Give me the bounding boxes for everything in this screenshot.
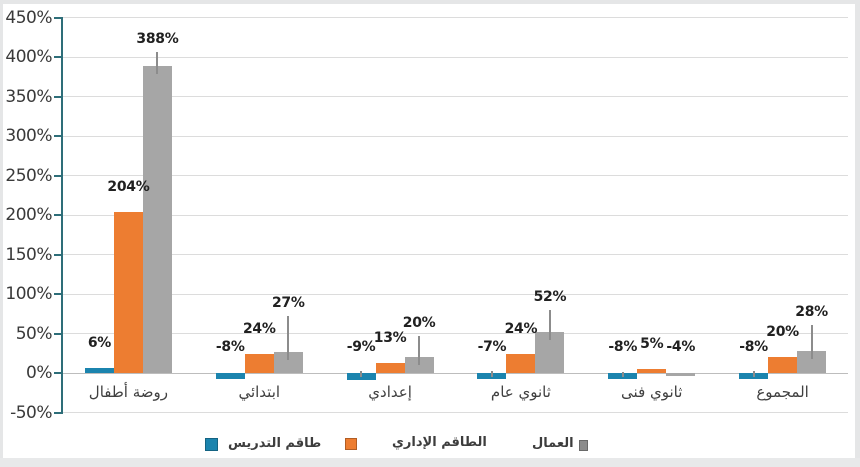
frame-edge-bottom	[0, 458, 860, 467]
error-bar	[490, 371, 493, 377]
bar-value-label: 5%	[640, 336, 664, 353]
y-gridline	[63, 96, 848, 97]
x-axis-category-label: ثانوي عام	[490, 383, 551, 401]
legend-item-label: العمال	[532, 436, 574, 451]
legend-swatch-2	[345, 438, 357, 450]
bar-1-1	[84, 368, 114, 373]
bar-value-label: 20%	[402, 314, 436, 331]
x-axis-category-label: ثانوي فنى	[621, 383, 683, 401]
x-axis-category-label: إعدادي	[368, 383, 412, 401]
x-axis-category-label: المجموع	[756, 383, 809, 401]
bar-3-1	[142, 66, 172, 373]
y-gridline	[63, 135, 848, 137]
y-axis-tick-label: 50%	[15, 323, 53, 344]
error-bar	[156, 52, 159, 75]
bar-3-5	[666, 373, 696, 377]
y-axis-tick	[54, 56, 63, 58]
bar-value-label: 52%	[533, 288, 567, 305]
y-axis-tick	[54, 16, 63, 19]
y-axis-tick	[54, 372, 63, 374]
y-axis-tick-label: 250%	[5, 165, 52, 186]
y-gridline	[63, 372, 848, 374]
bar-value-label: -4%	[666, 339, 696, 355]
frame-edge-top	[0, 0, 860, 4]
bar-value-label: -9%	[346, 339, 376, 355]
y-gridline	[63, 412, 848, 413]
error-bar	[418, 335, 421, 366]
error-bar	[360, 371, 363, 377]
y-axis-tick-label: -50%	[10, 402, 52, 423]
bar-value-label: 388%	[136, 31, 179, 48]
y-axis-tick	[54, 95, 63, 98]
y-axis-tick-label: 150%	[5, 244, 52, 265]
bar-value-label: -8%	[739, 339, 768, 355]
bar-1-2	[215, 373, 245, 380]
y-axis-tick-label: 450%	[5, 7, 52, 28]
bar-2-3	[375, 362, 405, 373]
x-axis-category-label: ابتدائي	[238, 383, 281, 401]
y-axis-tick	[54, 214, 63, 216]
bar-value-label: 28%	[795, 303, 828, 320]
y-axis-tick-label: 0%	[26, 363, 52, 383]
y-axis-tick	[54, 135, 63, 137]
bar-value-label: 6%	[87, 335, 111, 352]
bar-value-label: -8%	[215, 339, 245, 355]
y-gridline	[63, 17, 848, 18]
legend-swatch-1	[205, 438, 218, 451]
x-axis-category-label: روضة أطفال	[88, 383, 168, 401]
y-axis-tick-label: 300%	[5, 126, 52, 146]
error-bar	[287, 316, 290, 360]
frame-edge-left	[0, 0, 3, 467]
bar-2-4	[506, 354, 536, 373]
y-gridline	[63, 293, 848, 295]
y-axis-tick	[54, 174, 63, 177]
bar-value-label: 13%	[373, 329, 407, 346]
error-bar	[752, 371, 755, 377]
y-gridline	[63, 333, 848, 334]
frame-edge-right	[855, 0, 860, 467]
legend-item-label: طاقم التدريس	[228, 436, 322, 451]
y-gridline	[63, 254, 848, 255]
y-gridline	[63, 56, 848, 58]
y-gridline	[63, 214, 848, 216]
error-bar	[810, 324, 813, 359]
error-bar	[548, 309, 551, 340]
bar-value-label: 24%	[242, 321, 276, 338]
y-axis-tick-label: 100%	[5, 284, 52, 304]
y-axis-tick-label: 400%	[5, 47, 52, 67]
error-bar	[621, 372, 624, 377]
y-axis-tick-label: 350%	[5, 86, 52, 107]
legend-item-label: الطاقم الإداري	[392, 435, 487, 450]
y-axis-tick	[54, 253, 63, 256]
bar-value-label: -7%	[477, 339, 507, 355]
bar-2-6	[768, 357, 798, 373]
bar-value-label: -8%	[608, 339, 638, 355]
bar-value-label: 27%	[271, 295, 305, 312]
y-axis-tick	[54, 332, 63, 335]
bar-value-label: 24%	[504, 321, 538, 338]
bar-2-5	[637, 369, 667, 373]
y-axis-line	[61, 17, 63, 413]
y-axis-tick	[54, 411, 63, 414]
y-gridline	[63, 175, 848, 176]
bar-3-6	[797, 350, 827, 373]
bar-2-1	[113, 211, 143, 373]
bar-3-2	[273, 351, 303, 373]
bar-2-2	[244, 354, 274, 373]
bar-value-label: 204%	[107, 178, 150, 195]
legend-swatch-3	[579, 440, 588, 451]
y-axis-tick-label: 200%	[5, 205, 52, 225]
bar-value-label: 20%	[766, 324, 799, 341]
y-axis-tick	[54, 293, 63, 295]
